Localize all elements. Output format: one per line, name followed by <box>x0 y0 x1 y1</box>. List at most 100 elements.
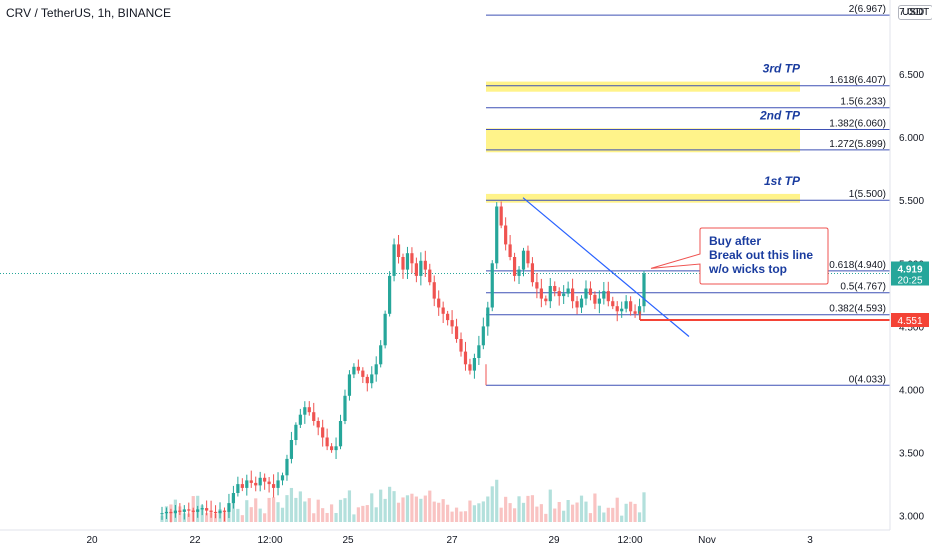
volume-bar <box>437 502 441 522</box>
candle-body <box>209 510 213 512</box>
volume-bar <box>258 508 262 522</box>
fib-level-label: 0(4.033) <box>849 374 886 385</box>
candle-body <box>611 301 615 307</box>
candle-body <box>588 288 593 295</box>
candle-body <box>615 306 619 312</box>
candle-body <box>222 510 227 512</box>
candle-body <box>584 288 588 299</box>
last-price-badge <box>891 261 929 286</box>
candle-body <box>276 480 280 488</box>
candle-body <box>388 275 392 314</box>
candle-body <box>173 510 177 514</box>
volume-bar <box>544 513 548 522</box>
candle-body <box>642 273 646 307</box>
volume-bar <box>343 498 347 522</box>
currency-unit-badge[interactable]: USDT <box>898 5 932 20</box>
candle-body <box>419 260 423 276</box>
candle-body <box>289 440 294 459</box>
candle-body <box>557 291 561 297</box>
candle-body <box>187 509 191 511</box>
candle-body <box>548 286 552 302</box>
volume-bar <box>414 496 418 522</box>
candle-body <box>271 484 276 488</box>
volume-bar <box>405 495 410 522</box>
volume-bar <box>245 500 249 522</box>
candle-body <box>245 480 249 488</box>
candle-body <box>633 311 637 314</box>
volume-bar <box>361 505 365 522</box>
candle-body <box>454 326 459 339</box>
candle-body <box>240 484 244 488</box>
volume-bar <box>521 502 526 522</box>
candle-body <box>624 301 628 309</box>
volume-bar <box>481 501 485 522</box>
candle-body <box>285 458 289 476</box>
candle-body <box>396 244 401 257</box>
volume-bar <box>423 495 427 522</box>
candle-body <box>463 351 468 365</box>
fib-level-label: 0.5(4.767) <box>840 282 886 293</box>
time-tick-label: 12:00 <box>617 535 642 546</box>
candle-body <box>231 493 236 504</box>
tp-zone-label: 1st TP <box>764 174 801 188</box>
time-tick-label: 29 <box>548 535 560 546</box>
volume-bar <box>499 507 503 522</box>
candle-body <box>606 291 610 302</box>
candle-body <box>329 446 334 451</box>
candle-body <box>450 320 454 327</box>
candle-body <box>213 511 218 514</box>
volume-bar <box>329 504 334 522</box>
volume-bar <box>401 497 405 522</box>
volume-bar <box>512 508 517 522</box>
candle-body <box>629 301 633 312</box>
candle-body <box>343 395 347 421</box>
candle-body <box>459 339 463 352</box>
candle-body <box>370 374 374 384</box>
volume-bar <box>597 505 601 522</box>
volume-bar <box>472 505 477 522</box>
candle-body <box>423 260 427 270</box>
candle-body <box>535 282 539 289</box>
candle-body <box>164 511 169 514</box>
volume-bar <box>370 493 374 522</box>
candle-body <box>401 257 405 270</box>
volume-bar <box>187 513 191 522</box>
tp-zone-band <box>486 193 800 203</box>
candle-body <box>637 306 642 314</box>
time-tick-label: 27 <box>446 535 458 546</box>
volume-bar <box>517 496 521 522</box>
volume-bar <box>637 512 642 522</box>
volume-bar <box>240 515 244 522</box>
candle-body <box>383 313 387 346</box>
volume-bar <box>338 499 343 522</box>
candle-body <box>178 510 182 512</box>
candle-body <box>361 370 365 377</box>
volume-bar <box>325 512 329 522</box>
volume-bar <box>294 497 298 522</box>
volume-bar <box>508 503 512 522</box>
volume-bar <box>316 499 320 522</box>
volume-bar <box>249 507 253 522</box>
candle-body <box>441 307 445 314</box>
annotation-text-line: w/o wicks top <box>708 262 787 276</box>
fib-level-label: 1.382(6.060) <box>829 119 886 130</box>
volume-bar <box>441 499 445 522</box>
price-tick-label: 3.500 <box>899 449 924 460</box>
candle-body <box>432 282 436 299</box>
candle-body <box>437 298 441 308</box>
volume-bar <box>463 511 468 522</box>
candle-body <box>495 206 499 264</box>
annotation-text-line: Buy after <box>709 234 761 248</box>
fib-level-label: 1(5.500) <box>849 189 886 200</box>
candle-body <box>294 424 298 440</box>
candle-body <box>298 414 302 425</box>
candle-body <box>200 508 204 510</box>
candle-body <box>490 263 494 308</box>
volume-bar <box>379 489 383 522</box>
volume-bar <box>548 489 552 522</box>
tp-zone-label: 3rd TP <box>763 62 801 76</box>
candle-body <box>236 484 240 493</box>
volume-bar <box>575 502 579 522</box>
fib-level-label: 0.618(4.940) <box>829 260 886 271</box>
